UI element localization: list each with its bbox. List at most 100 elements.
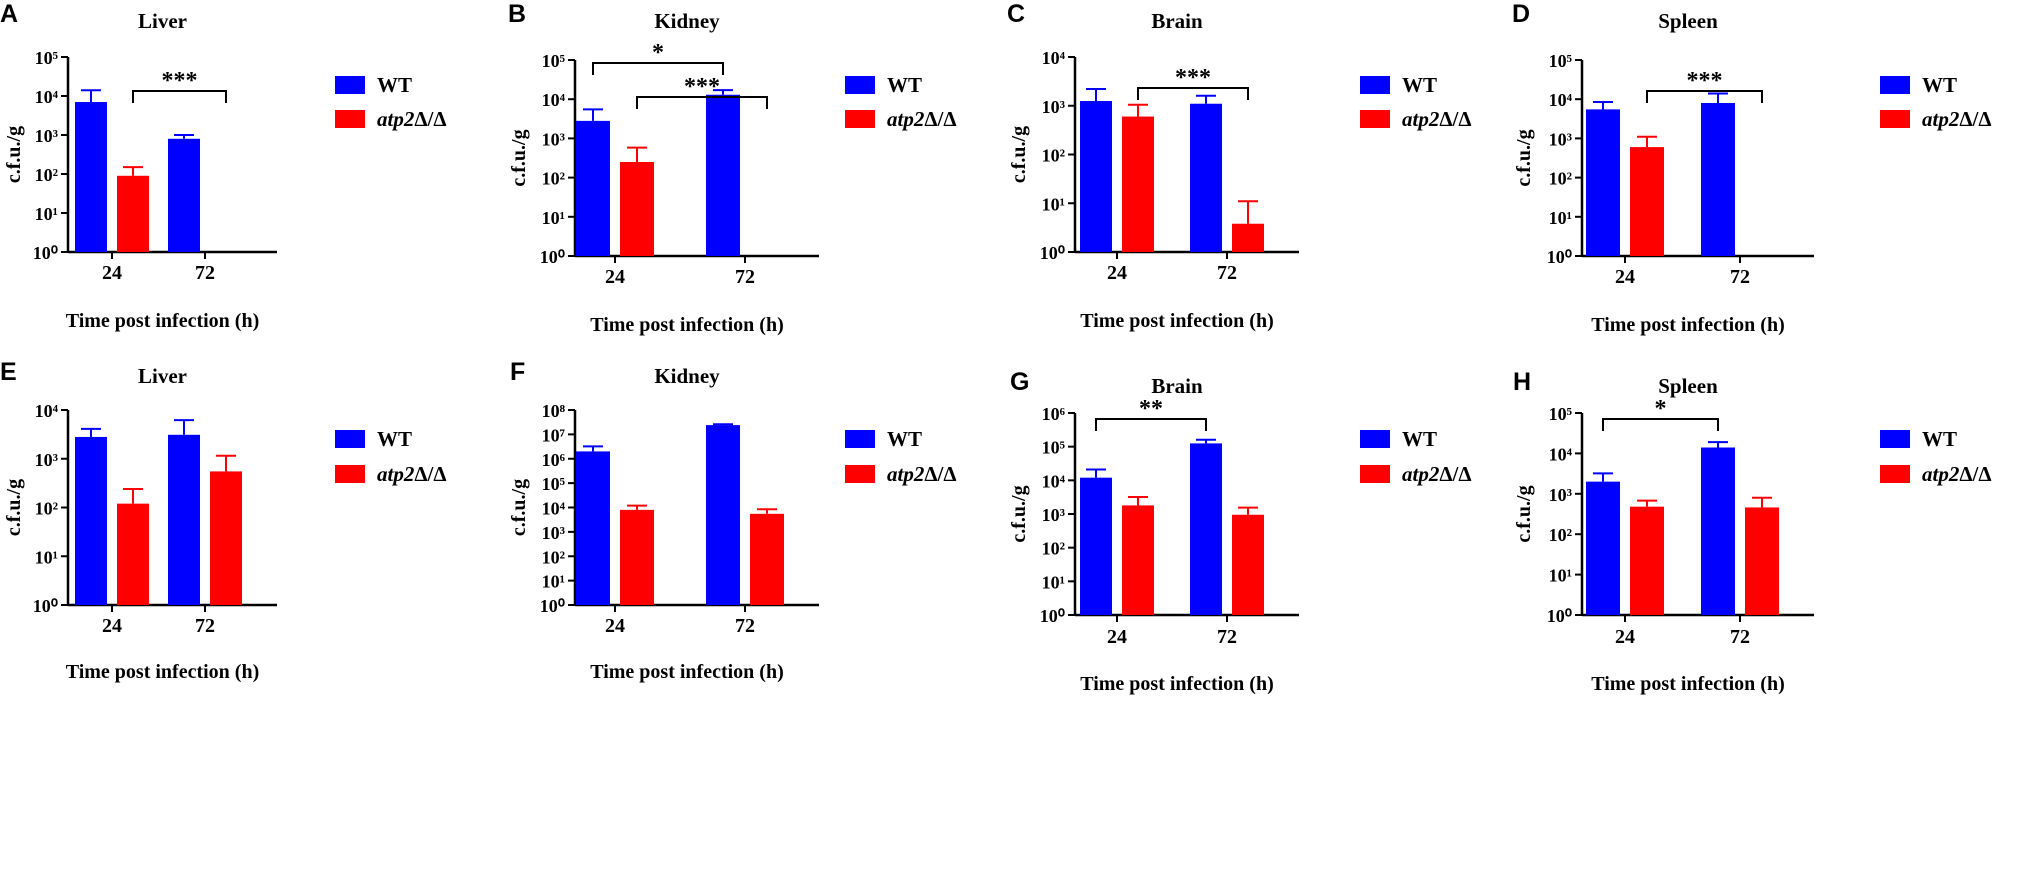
x-axis-label: Time post infection (h) (1080, 310, 1274, 332)
x-axis-label: Time post infection (h) (590, 661, 784, 683)
x-tick-label: 24 (1615, 626, 1635, 648)
bar-wt-24h (75, 436, 107, 605)
panel-letter: A (0, 0, 18, 28)
bar-wt-24h (576, 451, 610, 605)
y-tick-label: 10⁴ (1549, 90, 1573, 110)
y-tick-label: 10⁰ (33, 596, 58, 616)
bar-wt-72h (168, 138, 200, 252)
x-tick-label: 24 (1107, 262, 1127, 284)
legend-swatch-wt (1880, 76, 1910, 94)
y-tick-label: 10⁵ (1549, 404, 1573, 424)
x-axis-label: Time post infection (h) (1591, 314, 1785, 336)
y-tick-label: 10³ (1549, 129, 1573, 149)
legend-label-atp2: atp2Δ/Δ (1922, 462, 1992, 486)
legend-label-wt: WT (1922, 73, 1957, 97)
legend-label-atp2: atp2Δ/Δ (887, 107, 957, 131)
panel-e: E Liver 10⁰ 10¹ 10² 10³ 10⁴ 24 72 c.f.u./g Time po… (0, 358, 447, 683)
x-tick-label: 72 (195, 615, 215, 637)
panel-b: B Kidney 10⁰ 10¹ 10² 10³ 10⁴ 10⁵ 24 72 c.f.u./g Tim… (508, 0, 957, 336)
y-tick-label: 10⁰ (1040, 243, 1065, 263)
y-tick-label: 10¹ (1042, 194, 1065, 214)
bar-atp2-24h (620, 509, 654, 605)
panel-letter: G (1010, 368, 1029, 396)
legend-swatch-wt (1360, 76, 1390, 94)
panel-letter: C (1007, 0, 1025, 28)
bar-wt-72h (706, 425, 740, 605)
y-tick-label: 10² (542, 547, 565, 567)
significance-bracket (1602, 418, 1719, 431)
x-tick-label: 24 (102, 615, 122, 637)
y-tick-label: 10⁴ (1042, 48, 1066, 68)
y-tick-label: 10⁵ (542, 51, 566, 71)
y-tick-label: 10² (1549, 169, 1572, 189)
x-tick-label: 72 (1217, 626, 1237, 648)
legend-label-text: WT (377, 73, 412, 97)
panel-letter: B (508, 0, 526, 28)
y-tick-label: 10⁴ (542, 90, 566, 110)
legend-label-wt: WT (377, 427, 412, 451)
bar-wt-72h (1190, 103, 1222, 252)
y-tick-label: 10⁸ (542, 401, 566, 421)
legend-label-atp2: atp2Δ/Δ (377, 107, 447, 131)
y-tick-label: 10⁴ (1549, 444, 1573, 464)
y-tick-label: 10⁷ (542, 425, 566, 445)
panel-g: G Brain 10⁰ 10¹ 10² 10³ 10⁴ 10⁵ 10⁶ 24 72 c.f.u./g T… (1008, 368, 1472, 695)
x-tick-label: 72 (735, 266, 755, 288)
y-axis-label: c.f.u./g (1008, 126, 1030, 183)
y-axis-label: c.f.u./g (1513, 129, 1535, 186)
legend-swatch-atp2 (845, 110, 875, 128)
y-axis-label: c.f.u./g (3, 126, 25, 183)
x-tick-label: 24 (605, 266, 625, 288)
y-tick-label: 10² (1549, 525, 1572, 545)
significance-label: *** (1687, 68, 1723, 94)
panel-letter: E (0, 358, 17, 386)
y-tick-label: 10⁴ (542, 499, 566, 519)
bar-wt-72h (168, 434, 200, 605)
legend-swatch-atp2 (335, 110, 365, 128)
significance-bracket (132, 90, 227, 103)
legend-label-text: WT (1402, 427, 1437, 451)
y-tick-label: 10² (1042, 146, 1065, 166)
y-tick-label: 10⁰ (540, 247, 565, 267)
panel-letter: D (1512, 0, 1530, 28)
significance-bracket (1646, 90, 1763, 103)
legend-swatch-atp2 (1880, 465, 1910, 483)
y-axis-label: c.f.u./g (3, 479, 25, 536)
bar-atp2-72h (210, 471, 242, 605)
significance-label: * (652, 40, 664, 66)
y-tick-label: 10³ (542, 523, 566, 543)
chart-title: Spleen (1658, 374, 1718, 398)
bar-wt-72h (1701, 102, 1735, 256)
bar-atp2-24h (1122, 505, 1154, 615)
legend-label-italic: atp2 (1922, 462, 1960, 486)
bar-wt-24h (1586, 481, 1620, 615)
y-tick-label: 10⁰ (540, 596, 565, 616)
y-tick-label: 10⁵ (35, 48, 59, 68)
y-tick-label: 10¹ (542, 208, 565, 228)
y-tick-label: 10³ (35, 450, 59, 470)
x-axis-label: Time post infection (h) (590, 314, 784, 336)
panel-c: C Brain 10⁰ 10¹ 10² 10³ 10⁴ 24 72 c.f.u./g Time po… (1007, 0, 1472, 332)
legend-label-italic: atp2 (377, 107, 415, 131)
y-tick-label: 10⁰ (1547, 247, 1572, 267)
panel-d: D Spleen 10⁰ 10¹ 10² 10³ 10⁴ 10⁵ 24 72 c.f.u./g Tim… (1512, 0, 1992, 336)
legend-label-atp2: atp2Δ/Δ (1402, 107, 1472, 131)
x-tick-label: 24 (102, 262, 122, 284)
legend-swatch-atp2 (335, 465, 365, 483)
legend-label-italic: atp2 (377, 462, 415, 486)
legend-label-wt: WT (1402, 427, 1437, 451)
y-tick-label: 10⁵ (1042, 438, 1066, 458)
legend-label-atp2: atp2Δ/Δ (887, 462, 957, 486)
bar-atp2-72h (750, 513, 784, 605)
y-tick-label: 10² (1042, 539, 1065, 559)
panel-h: H Spleen 10⁰ 10¹ 10² 10³ 10⁴ 10⁵ 24 72 c.f.u./g Tim… (1513, 368, 1992, 695)
y-axis-label: c.f.u./g (1513, 485, 1535, 542)
y-tick-label: 10² (35, 499, 58, 519)
y-tick-label: 10² (542, 169, 565, 189)
chart-title: Spleen (1658, 9, 1718, 33)
x-tick-label: 72 (1217, 262, 1237, 284)
chart-title: Kidney (654, 9, 720, 33)
legend-swatch-atp2 (1880, 110, 1910, 128)
x-tick-label: 72 (735, 615, 755, 637)
